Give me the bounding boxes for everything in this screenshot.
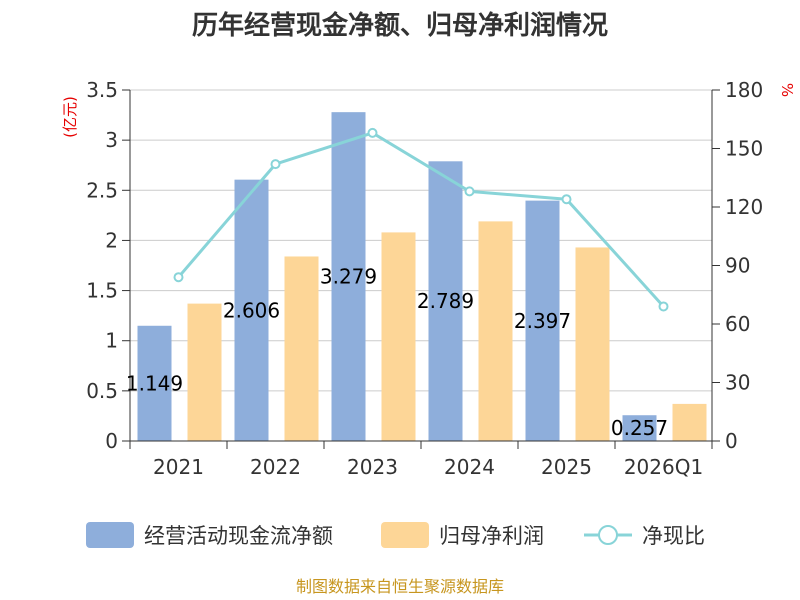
left-axis-tick-label: 3.5 [86,78,118,102]
x-axis-tick-label: 2022 [250,455,301,479]
x-axis-tick-label: 2023 [347,455,398,479]
chart-title: 历年经营现金净额、归母净利润情况 [192,10,608,41]
line-series [173,127,669,312]
net-profit-bar [187,303,222,441]
left-axis-tick-label: 2 [105,228,118,252]
cash-flow-bar-label: 3.279 [320,265,377,289]
x-axis-tick-label: 2026Q1 [624,455,703,479]
net-cash-ratio-point [270,159,281,170]
right-axis-tick-label: 180 [725,78,763,102]
bar-value-labels: 1.149 2.606 3.279 2.789 2.397 0.257 [126,265,668,441]
legend-swatch-net-profit [381,522,429,548]
cash-flow-bar [234,179,269,441]
net-cash-ratio-point [173,272,184,283]
net-profit-bar [575,247,610,441]
right-axis-unit: % [778,83,796,97]
left-axis-tick-label: 3 [105,128,118,152]
net-cash-ratio-point [561,194,572,205]
net-profit-bar [381,232,416,441]
left-axis-tick-label: 2.5 [86,178,118,202]
net-cash-ratio-point [658,301,669,312]
cash-flow-bar [137,325,172,441]
legend-label-cash-flow: 经营活动现金流净额 [144,524,333,548]
grid-lines [130,89,712,392]
left-axis-tick-label: 0 [105,429,118,453]
cash-flow-bar-label: 2.397 [514,309,571,333]
right-axis-tick-label: 90 [725,254,750,278]
left-axis-tick-label: 0.5 [86,379,118,403]
cash-flow-bar-label: 2.789 [417,289,474,313]
net-profit-bar [284,256,319,441]
cash-flow-bar-label: 1.149 [126,371,183,395]
net-cash-ratio-point [367,127,378,138]
cash-flow-bar [622,415,657,441]
x-axis-tick-label: 2021 [153,455,204,479]
cash-flow-bar-label: 2.606 [223,298,280,322]
cash-flow-bar-label: 0.257 [611,416,668,440]
bars [137,112,707,441]
net-profit-bar [672,403,707,441]
left-axis-tick-label: 1 [105,329,118,353]
right-axis-tick-label: 120 [725,195,763,219]
net-cash-ratio-line [177,131,665,308]
net-cash-ratio-point [464,186,475,197]
legend-marker-net-cash-ratio [598,525,618,545]
source-note: 制图数据来自恒生聚源数据库 [296,577,504,596]
cash-flow-bar [428,161,463,441]
right-axis-tick-label: 60 [725,312,750,336]
net-profit-bar [478,221,513,441]
left-axis-tick-label: 1.5 [86,279,118,303]
legend-swatch-cash-flow [86,522,134,548]
right-axis-tick-label: 150 [725,137,763,161]
cash-flow-bar [525,200,560,441]
legend: 经营活动现金流净额 归母净利润 净现比 [86,522,705,548]
legend-label-net-cash-ratio: 净现比 [642,524,705,548]
right-axis-tick-label: 0 [725,429,738,453]
cash-flow-bar [331,112,366,441]
x-axis-tick-label: 2024 [444,455,495,479]
right-axis-tick-label: 30 [725,371,750,395]
left-axis-unit: (亿元) [61,96,79,138]
x-axis-tick-label: 2025 [541,455,592,479]
axes: 0 0.5 1 1.5 2 2.5 3 3.5 0 30 60 90 120 150 180 2021 2022… [86,78,763,479]
legend-label-net-profit: 归母净利润 [439,524,544,548]
